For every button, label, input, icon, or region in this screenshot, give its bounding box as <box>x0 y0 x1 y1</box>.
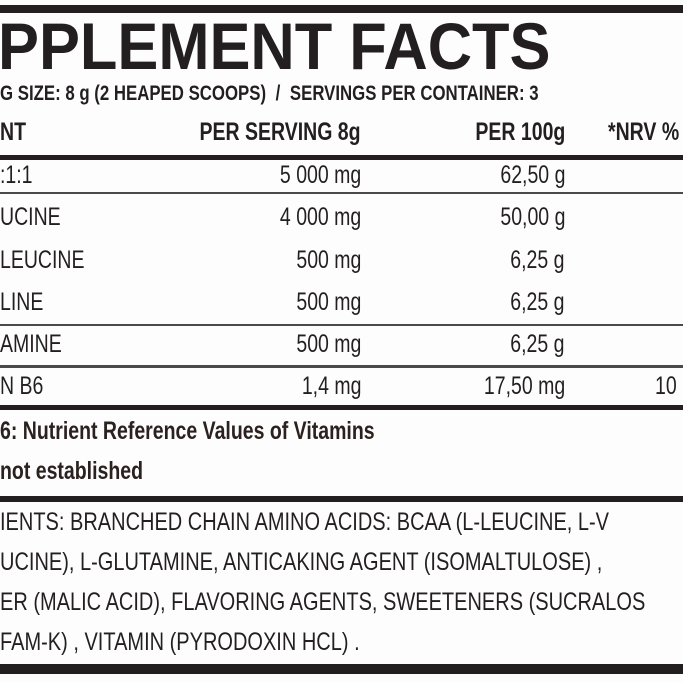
row-name: :1:1 <box>0 161 33 189</box>
column-header-per-100g: PER 100g <box>475 118 565 146</box>
serving-info-line: G SIZE: 8 g (2 HEAPED SCOOPS) / SERVINGS P… <box>0 79 539 109</box>
row-divider-rule <box>0 192 683 194</box>
row-name: LINE <box>0 288 44 316</box>
header-divider-rule <box>0 155 683 160</box>
row-per-serving: 500 mg <box>295 288 361 316</box>
row-nrv: 10 <box>655 372 677 400</box>
label-title: PPLEMENT FACTS <box>0 9 551 83</box>
ingredients-line: UCINE), L-GLUTAMINE, ANTICAKING AGENT (I… <box>0 548 603 576</box>
row-divider-rule <box>0 365 683 368</box>
row-name: LEUCINE <box>0 246 85 274</box>
ingredients-line: IENTS: BRANCHED CHAIN AMINO ACIDS: BCAA … <box>0 508 610 536</box>
row-name: AMINE <box>0 330 62 358</box>
servings-per-container: SERVINGS PER CONTAINER: 3 <box>289 82 539 105</box>
row-name: N B6 <box>0 372 44 400</box>
row-per-100g: 6,25 g <box>510 246 565 274</box>
row-divider-rule <box>0 324 683 326</box>
row-per-serving: 5 000 mg <box>279 161 361 189</box>
row-per-100g: 17,50 mg <box>483 372 565 400</box>
top-border-rule <box>0 5 683 13</box>
row-name: UCINE <box>0 203 61 231</box>
footnote-nrv: 6: Nutrient Reference Values of Vitamins <box>0 417 375 445</box>
ingredients-line: FAM-K) , VITAMIN (PYRODOXIN HCL) . <box>0 628 360 656</box>
serving-separator: / <box>275 82 281 105</box>
footnote-end-rule <box>0 496 683 502</box>
column-header-ingredient: NT <box>0 118 26 146</box>
row-per-100g: 6,25 g <box>510 330 565 358</box>
column-header-nrv: *NRV % <box>608 118 680 146</box>
row-per-serving: 1,4 mg <box>301 372 361 400</box>
bottom-border-rule <box>0 664 683 674</box>
row-per-100g: 50,00 g <box>499 203 565 231</box>
row-per-100g: 6,25 g <box>510 288 565 316</box>
row-per-serving: 4 000 mg <box>279 203 361 231</box>
row-per-serving: 500 mg <box>295 246 361 274</box>
table-end-rule <box>0 405 683 410</box>
column-header-per-serving: PER SERVING 8g <box>199 118 361 146</box>
row-per-100g: 62,50 g <box>499 161 565 189</box>
serving-size: G SIZE: 8 g (2 HEAPED SCOOPS) <box>0 82 267 105</box>
row-per-serving: 500 mg <box>295 330 361 358</box>
ingredients-line: ER (MALIC ACID), FLAVORING AGENTS, SWEET… <box>0 588 646 616</box>
footnote-not-established: not established <box>0 457 144 485</box>
